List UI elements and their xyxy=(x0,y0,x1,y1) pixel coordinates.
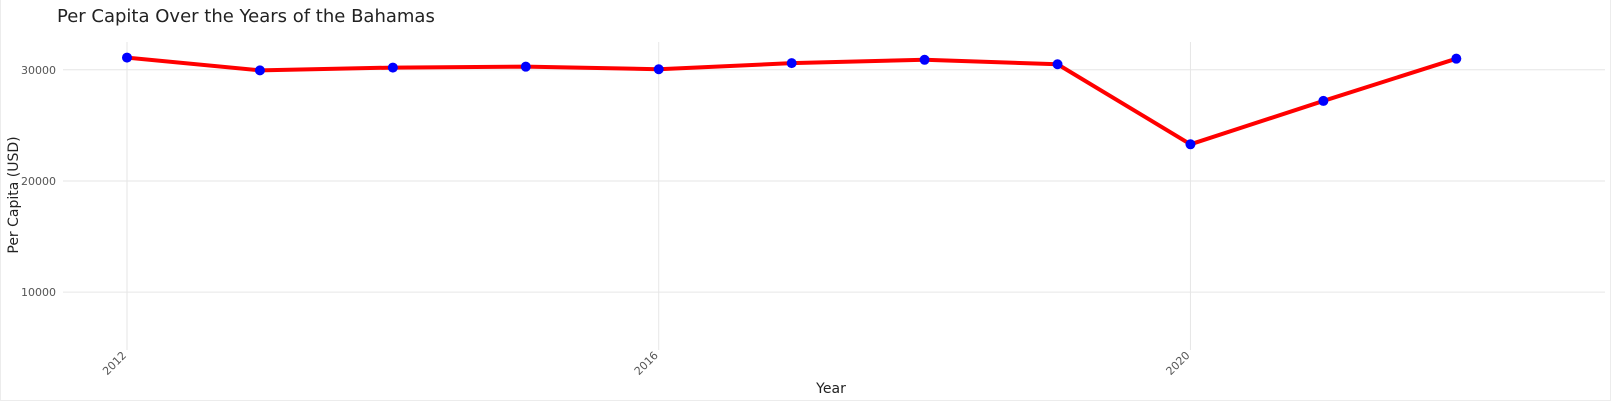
x-tick-label: 2020 xyxy=(1164,349,1193,378)
x-tick-label: 2016 xyxy=(632,349,661,378)
x-axis-label: Year xyxy=(816,381,846,397)
chart-title: Per Capita Over the Years of the Bahamas xyxy=(57,6,435,27)
y-tick-label: 30000 xyxy=(21,64,56,77)
data-point xyxy=(254,65,265,76)
x-tick-label: 2012 xyxy=(100,349,129,378)
data-point xyxy=(919,54,930,65)
series-line xyxy=(126,55,1457,147)
data-point xyxy=(1451,53,1462,64)
y-tick-label: 10000 xyxy=(21,286,56,299)
data-point xyxy=(1318,95,1329,106)
data-point xyxy=(122,52,132,63)
data-point xyxy=(520,61,531,72)
data-point xyxy=(653,64,664,75)
data-point xyxy=(786,58,797,69)
data-point xyxy=(1052,59,1063,70)
tick-labels: 10000 20000 30000 2012 2016 2020 xyxy=(21,64,1193,378)
series xyxy=(122,52,1462,150)
grid xyxy=(63,42,1605,350)
data-point xyxy=(387,62,398,73)
y-tick-label: 20000 xyxy=(21,175,56,188)
data-point xyxy=(1185,139,1196,150)
